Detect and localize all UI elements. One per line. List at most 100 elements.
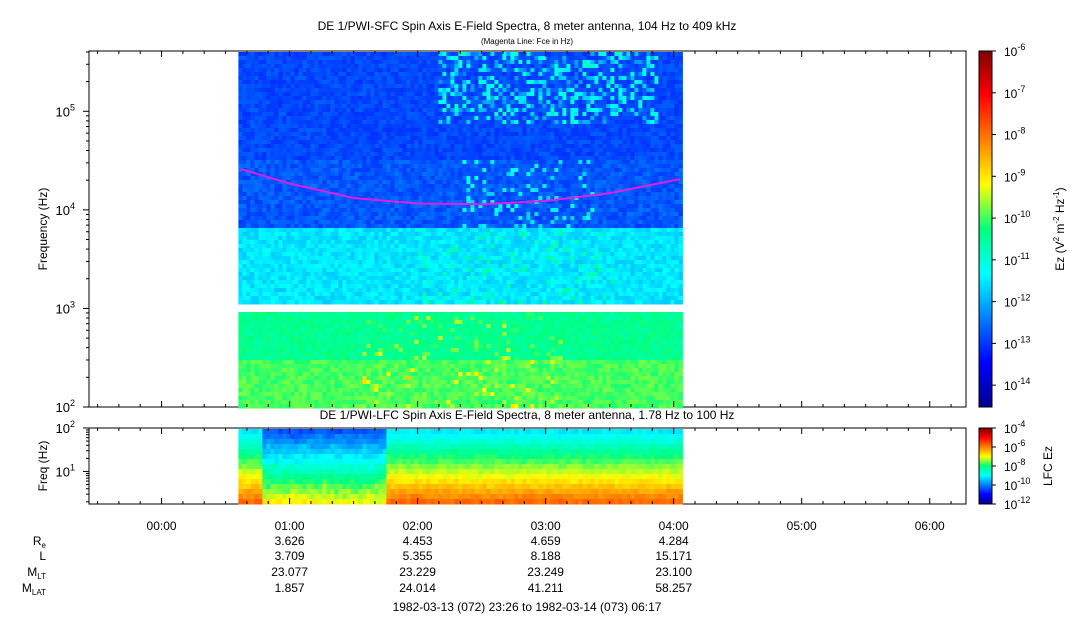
- sfc-cell: [386, 152, 391, 157]
- sfc-cell: [414, 132, 419, 137]
- sfc-cell: [258, 208, 263, 213]
- sfc-cell: [430, 220, 435, 225]
- sfc-cell: [434, 92, 439, 97]
- sfc-cell: [270, 80, 275, 85]
- sfc-cell: [426, 364, 431, 369]
- sfc-cell: [314, 164, 319, 169]
- sfc-cell: [406, 168, 411, 173]
- sfc-cell: [306, 228, 311, 233]
- sfc-cell: [242, 220, 247, 225]
- sfc-cell: [386, 176, 391, 181]
- sfc-cell: [374, 208, 379, 213]
- sfc-cell: [398, 360, 403, 365]
- sfc-cell: [342, 268, 347, 273]
- sfc-cell: [402, 356, 407, 361]
- sfc-cell: [302, 348, 307, 353]
- sfc-cell: [402, 392, 407, 397]
- sfc-cell: [442, 352, 447, 357]
- sfc-cell: [378, 68, 383, 73]
- sfc-cell: [362, 252, 367, 257]
- sfc-cell: [426, 192, 431, 197]
- sfc-cell: [358, 112, 363, 117]
- sfc-cell: [458, 240, 463, 245]
- sfc-cell: [262, 192, 267, 197]
- sfc-cell: [250, 220, 255, 225]
- sfc-cell: [346, 244, 351, 249]
- sfc-cell: [398, 280, 403, 285]
- sfc-cell: [290, 132, 295, 137]
- sfc-cell: [462, 200, 467, 205]
- sfc-cell: [354, 324, 359, 329]
- sfc-cell: [274, 296, 279, 301]
- sfc-cell: [426, 272, 431, 277]
- sfc-cell: [462, 360, 467, 365]
- sfc-cell: [370, 76, 375, 81]
- sfc-cell: [270, 340, 275, 345]
- sfc-cell: [330, 380, 335, 385]
- sfc-cell: [254, 352, 259, 357]
- sfc-cell: [418, 176, 423, 181]
- sfc-cell: [310, 340, 315, 345]
- sfc-cell: [362, 108, 367, 113]
- sfc-cell: [318, 248, 323, 253]
- sfc-cell: [342, 244, 347, 249]
- sfc-cell: [346, 184, 351, 189]
- sfc-cell: [342, 72, 347, 77]
- sfc-cell: [346, 324, 351, 329]
- sfc-cell: [306, 92, 311, 97]
- sfc-cell: [414, 220, 419, 225]
- sfc-cell: [394, 68, 399, 73]
- sfc-cell: [426, 168, 431, 173]
- sfc-cell: [442, 52, 447, 57]
- sfc-cell: [310, 156, 315, 161]
- sfc-cell: [466, 56, 471, 61]
- sfc-cell: [406, 228, 411, 233]
- sfc-cell: [422, 52, 427, 57]
- sfc-cell: [330, 208, 335, 213]
- sfc-cell: [298, 56, 303, 61]
- sfc-cell: [366, 272, 371, 277]
- sfc-cell: [262, 264, 267, 269]
- sfc-cell: [398, 300, 403, 305]
- sfc-cell: [426, 288, 431, 293]
- sfc-cell: [462, 96, 467, 101]
- sfc-cell: [394, 224, 399, 229]
- sfc-cell: [246, 396, 251, 401]
- sfc-cell: [438, 372, 443, 377]
- sfc-cell: [358, 328, 363, 333]
- sfc-cell: [322, 184, 327, 189]
- sfc-cell: [354, 332, 359, 337]
- sfc-cell: [270, 312, 275, 317]
- sfc-cell: [362, 148, 367, 153]
- sfc-cell: [298, 92, 303, 97]
- sfc-cell: [402, 368, 407, 373]
- sfc-cell: [278, 76, 283, 81]
- sfc-spectrogram-cells: [238, 52, 683, 409]
- sfc-cell: [302, 264, 307, 269]
- sfc-cell: [402, 332, 407, 337]
- sfc-cell: [366, 156, 371, 161]
- sfc-cell: [318, 368, 323, 373]
- sfc-cell: [282, 148, 287, 153]
- sfc-cell: [366, 120, 371, 125]
- sfc-cell: [294, 352, 299, 357]
- sfc-cell: [362, 80, 367, 85]
- sfc-cell: [274, 200, 279, 205]
- sfc-cell: [410, 104, 415, 109]
- sfc-cell: [422, 88, 427, 93]
- sfc-cell: [302, 68, 307, 73]
- sfc-cell: [258, 88, 263, 93]
- sfc-cell: [422, 92, 427, 97]
- sfc-cell: [242, 312, 247, 317]
- sfc-cell: [302, 124, 307, 129]
- sfc-cell: [366, 200, 371, 205]
- sfc-cell: [302, 236, 307, 241]
- sfc-cell: [350, 192, 355, 197]
- sfc-cell: [410, 112, 415, 117]
- sfc-cell: [414, 344, 419, 349]
- sfc-cell: [374, 392, 379, 397]
- sfc-cell: [258, 104, 263, 109]
- sfc-cell: [454, 404, 459, 409]
- sfc-cell: [438, 176, 443, 181]
- sfc-cell: [290, 392, 295, 397]
